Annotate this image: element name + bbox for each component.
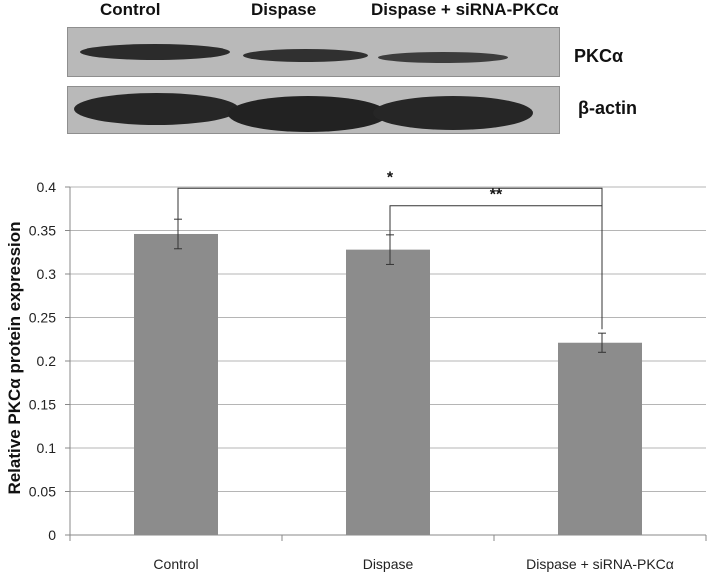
actin-band-dispase [228, 96, 388, 132]
y-tick-label: 0.25 [29, 310, 56, 326]
y-axis-label: Relative PKCα protein expression [5, 221, 24, 494]
bars [134, 233, 642, 536]
y-tick-label: 0.15 [29, 397, 56, 413]
pkc-blot-strip [67, 27, 560, 77]
y-tick-label: 0.2 [37, 353, 57, 369]
blot-lane-label-dispase-sirna: Dispase + siRNA-PKCα [371, 0, 559, 19]
y-tick-label: 0.3 [37, 266, 57, 282]
actin-band-sirna [373, 96, 533, 130]
bar [558, 342, 642, 535]
pkc-band-dispase [243, 49, 368, 62]
error-bars [174, 218, 606, 353]
y-tick-label: 0.35 [29, 223, 56, 239]
y-tick-label: 0.05 [29, 484, 56, 500]
significance-bracket [389, 205, 603, 330]
pkc-band-sirna [378, 52, 508, 63]
category-label: Dispase + siRNA-PKCα [526, 556, 674, 572]
category-labels: Control Dispase Dispase + siRNA-PKCα [153, 556, 673, 572]
category-label: Dispase [363, 556, 414, 572]
blot-lane-label-dispase: Dispase [251, 0, 317, 19]
x-tick-marks [69, 535, 707, 541]
actin-blot-strip [67, 86, 560, 134]
y-tick-label: 0.4 [37, 179, 57, 195]
bar [134, 233, 218, 536]
actin-band-control [74, 93, 239, 125]
y-tick-label: 0 [48, 527, 56, 543]
y-tick-label: 0.1 [37, 440, 57, 456]
actin-blot-label: β-actin [578, 98, 637, 118]
bar [346, 249, 430, 535]
pkc-band-control [80, 44, 230, 60]
pkc-blot-label: PKCα [574, 46, 624, 66]
significance-label: * [387, 169, 394, 186]
y-tick-labels: 0 0.05 0.1 0.15 0.2 0.25 0.3 0.35 0.4 [29, 179, 56, 543]
blot-lane-label-control: Control [100, 0, 161, 19]
significance-label: ** [490, 187, 503, 204]
significance-brackets: *** [177, 169, 603, 330]
category-label: Control [153, 556, 198, 572]
